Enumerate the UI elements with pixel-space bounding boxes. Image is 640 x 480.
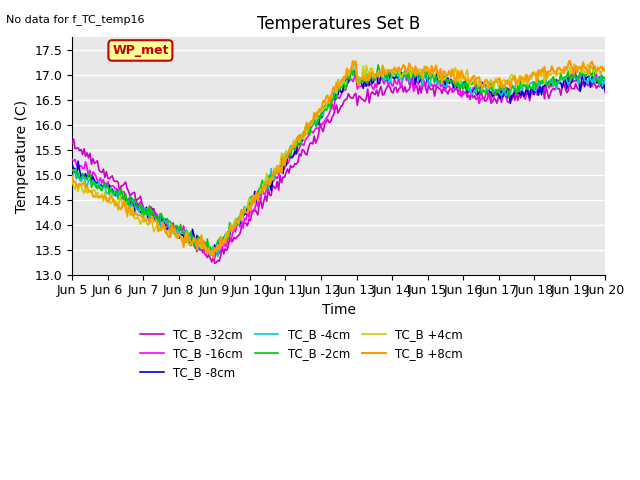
TC_B -8cm [602,87,609,93]
TC_B +8cm [246,208,254,214]
TC_B -8cm [209,252,217,258]
TC_B -32cm [246,217,254,223]
TC_B -16cm [401,69,409,74]
Line: TC_B -4cm: TC_B -4cm [72,62,605,257]
TC_B +4cm [228,224,236,230]
TC_B -32cm [602,90,609,96]
TC_B +8cm [255,191,263,196]
TC_B -32cm [303,152,310,158]
TC_B +8cm [68,174,76,180]
TC_B +4cm [134,214,141,220]
TC_B -4cm [575,81,582,87]
TC_B -16cm [575,73,582,79]
Line: TC_B -32cm: TC_B -32cm [72,78,605,264]
TC_B -4cm [303,125,310,131]
TC_B -4cm [68,174,76,180]
TC_B -16cm [255,194,263,200]
TC_B -8cm [570,65,578,71]
TC_B -2cm [255,193,263,199]
TC_B +4cm [68,179,76,184]
TC_B -32cm [68,141,76,146]
Line: TC_B +4cm: TC_B +4cm [72,64,605,254]
Legend: TC_B -32cm, TC_B -16cm, TC_B -8cm, TC_B -4cm, TC_B -2cm, TC_B +4cm, TC_B +8cm: TC_B -32cm, TC_B -16cm, TC_B -8cm, TC_B … [136,324,467,384]
Text: WP_met: WP_met [112,44,169,57]
TC_B +4cm [303,132,310,137]
TC_B +4cm [602,66,609,72]
TC_B +4cm [207,252,214,257]
TC_B -32cm [228,239,236,244]
TC_B -2cm [246,205,254,211]
TC_B -16cm [228,230,236,236]
TC_B -16cm [211,255,219,261]
TC_B +8cm [228,228,236,234]
TC_B -8cm [303,130,310,135]
TC_B -4cm [351,59,358,65]
TC_B -2cm [303,126,310,132]
TC_B -4cm [134,205,141,211]
TC_B -8cm [246,206,254,212]
TC_B -16cm [602,78,609,84]
TC_B -8cm [134,202,141,207]
TC_B +4cm [255,191,263,196]
TC_B -4cm [214,254,221,260]
TC_B -32cm [408,75,416,81]
TC_B -32cm [134,196,141,202]
TC_B -32cm [575,86,582,92]
Title: Temperatures Set B: Temperatures Set B [257,15,420,33]
TC_B -4cm [246,194,254,200]
TC_B -2cm [602,74,609,80]
TC_B -32cm [255,201,263,206]
Line: TC_B -2cm: TC_B -2cm [72,65,605,252]
TC_B -4cm [602,75,609,81]
TC_B -8cm [575,77,582,83]
TC_B +8cm [134,213,141,218]
Line: TC_B -8cm: TC_B -8cm [72,68,605,255]
TC_B -16cm [134,207,141,213]
TC_B -2cm [68,167,76,173]
TC_B +8cm [566,58,573,63]
TC_B +8cm [303,120,310,125]
TC_B -2cm [208,249,216,254]
Text: No data for f_TC_temp16: No data for f_TC_temp16 [6,14,145,25]
TC_B -16cm [246,206,254,212]
Line: TC_B -16cm: TC_B -16cm [72,72,605,258]
TC_B +8cm [602,68,609,74]
TC_B +8cm [209,255,217,261]
TC_B -2cm [575,75,582,81]
TC_B +4cm [575,66,582,72]
TC_B -16cm [68,156,76,162]
TC_B +8cm [575,65,582,71]
TC_B -8cm [255,193,263,199]
TC_B -32cm [211,261,219,266]
TC_B -8cm [228,225,236,231]
TC_B -2cm [374,62,382,68]
TC_B -2cm [134,204,141,209]
Line: TC_B +8cm: TC_B +8cm [72,60,605,258]
TC_B -4cm [255,185,263,191]
TC_B -8cm [68,162,76,168]
X-axis label: Time: Time [322,303,356,317]
TC_B -2cm [228,224,236,229]
TC_B -4cm [228,226,236,232]
TC_B +4cm [570,61,578,67]
Y-axis label: Temperature (C): Temperature (C) [15,99,29,213]
TC_B +4cm [246,199,254,204]
TC_B -16cm [303,135,310,141]
